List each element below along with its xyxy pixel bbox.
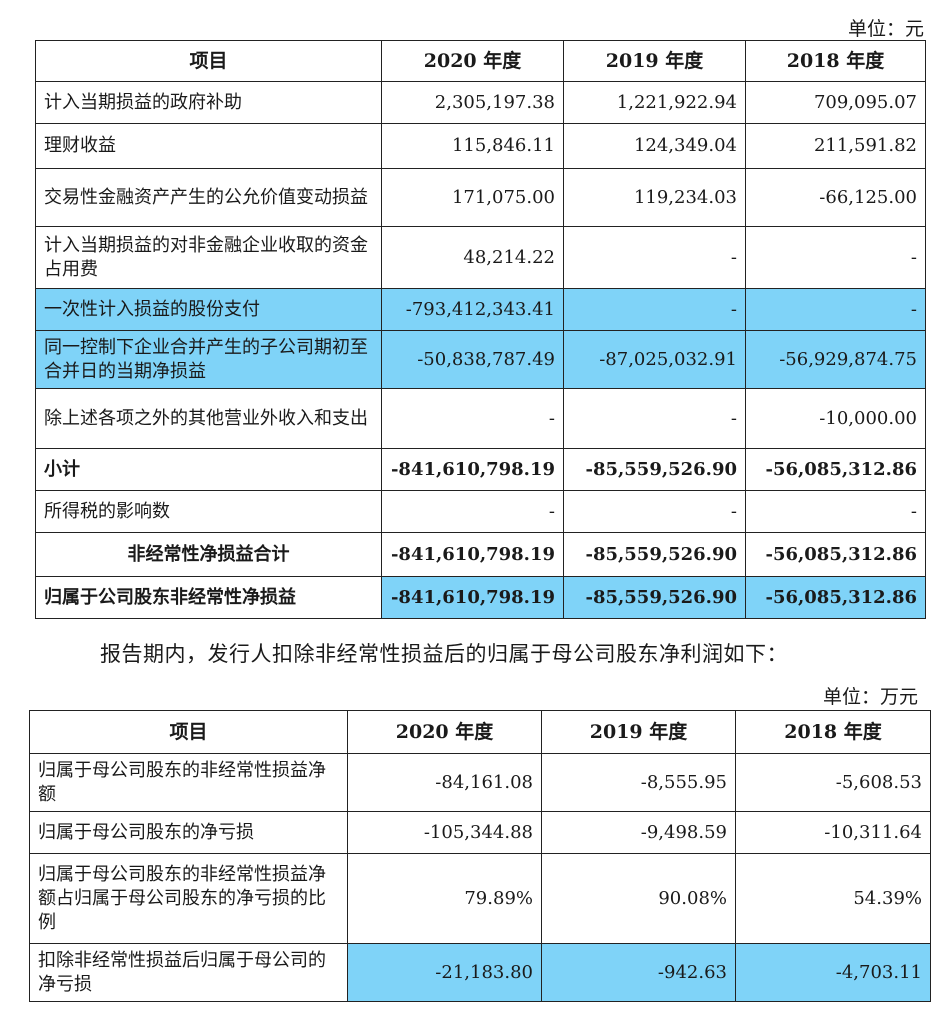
cell-2020: -841,610,798.19 <box>381 448 564 491</box>
header-2019: 2019 年度 <box>541 710 736 754</box>
cell-2019: 119,234.03 <box>563 168 746 227</box>
cell-2019: 124,349.04 <box>563 123 746 169</box>
row-label: 归属于母公司股东的非经常性损益净额占归属于母公司股东的净亏损的比例 <box>29 853 348 944</box>
table-row: 计入当期损益的政府补助 2,305,197.38 1,221,922.94 70… <box>35 81 926 124</box>
cell-2019: -85,559,526.90 <box>563 532 746 577</box>
cell-2020: -50,838,787.49 <box>381 330 564 389</box>
table-row-highlighted: 扣除非经常性损益后归属于母公司的净亏损 -21,183.80 -942.63 -… <box>29 943 931 1002</box>
cell-2018: -10,311.64 <box>735 811 931 854</box>
cell-2019: - <box>563 288 746 331</box>
table-row: 除上述各项之外的其他营业外收入和支出 - - -10,000.00 <box>35 388 926 449</box>
cell-2018: -56,085,312.86 <box>745 576 926 619</box>
row-label: 扣除非经常性损益后归属于母公司的净亏损 <box>29 943 348 1002</box>
header-item: 项目 <box>35 40 382 82</box>
header-2019: 2019 年度 <box>563 40 746 82</box>
cell-2019: - <box>563 388 746 449</box>
unit-label-wanyuan: 单位：万元 <box>822 686 918 708</box>
cell-2018: -56,085,312.86 <box>745 448 926 491</box>
row-label: 除上述各项之外的其他营业外收入和支出 <box>35 388 382 449</box>
table-row: 交易性金融资产产生的公允价值变动损益 171,075.00 119,234.03… <box>35 168 926 227</box>
header-2018: 2018 年度 <box>745 40 926 82</box>
cell-2019: -87,025,032.91 <box>563 330 746 389</box>
non-recurring-gains-table: 项目 2020 年度 2019 年度 2018 年度 计入当期损益的政府补助 2… <box>35 40 926 619</box>
row-label: 非经常性净损益合计 <box>35 532 382 577</box>
cell-2020: -84,161.08 <box>347 753 542 812</box>
row-label: 归属于母公司股东的净亏损 <box>29 811 348 854</box>
cell-2020: - <box>381 490 564 533</box>
table-header-row: 项目 2020 年度 2019 年度 2018 年度 <box>35 40 926 82</box>
row-label: 计入当期损益的对非金融企业收取的资金占用费 <box>35 226 382 289</box>
cell-2018: - <box>745 226 926 289</box>
header-2020: 2020 年度 <box>347 710 542 754</box>
cell-2020: -105,344.88 <box>347 811 542 854</box>
cell-2019: 1,221,922.94 <box>563 81 746 124</box>
cell-2018: - <box>745 490 926 533</box>
table-row: 理财收益 115,846.11 124,349.04 211,591.82 <box>35 123 926 169</box>
cell-2020: 48,214.22 <box>381 226 564 289</box>
cell-2019: -8,555.95 <box>541 753 736 812</box>
total-row: 非经常性净损益合计 -841,610,798.19 -85,559,526.90… <box>35 532 926 577</box>
cell-2020: 79.89% <box>347 853 542 944</box>
section-note: 报告期内，发行人扣除非经常性损益后的归属于母公司股东净利润如下： <box>100 642 788 666</box>
cell-2018: -56,085,312.86 <box>745 532 926 577</box>
header-2020: 2020 年度 <box>381 40 564 82</box>
row-label: 归属于母公司股东的非经常性损益净额 <box>29 753 348 812</box>
cell-2019: 90.08% <box>541 853 736 944</box>
row-label: 小计 <box>35 448 382 491</box>
table-row: 归属于母公司股东的净亏损 -105,344.88 -9,498.59 -10,3… <box>29 811 931 854</box>
row-label: 一次性计入损益的股份支付 <box>35 288 382 331</box>
row-label: 所得税的影响数 <box>35 490 382 533</box>
table-row: 计入当期损益的对非金融企业收取的资金占用费 48,214.22 - - <box>35 226 926 289</box>
net-loss-table: 项目 2020 年度 2019 年度 2018 年度 归属于母公司股东的非经常性… <box>29 710 931 1002</box>
cell-2018: -56,929,874.75 <box>745 330 926 389</box>
attributable-total-row: 归属于公司股东非经常性净损益 -841,610,798.19 -85,559,5… <box>35 576 926 619</box>
cell-2018: -5,608.53 <box>735 753 931 812</box>
cell-2019: - <box>563 490 746 533</box>
subtotal-row: 小计 -841,610,798.19 -85,559,526.90 -56,08… <box>35 448 926 491</box>
row-label: 交易性金融资产产生的公允价值变动损益 <box>35 168 382 227</box>
cell-2020: 115,846.11 <box>381 123 564 169</box>
cell-2020: 2,305,197.38 <box>381 81 564 124</box>
row-label: 同一控制下企业合并产生的子公司期初至合并日的当期净损益 <box>35 330 382 389</box>
cell-2018: -10,000.00 <box>745 388 926 449</box>
cell-2019: -942.63 <box>541 943 736 1002</box>
cell-2019: -85,559,526.90 <box>563 448 746 491</box>
cell-2019: - <box>563 226 746 289</box>
header-item: 项目 <box>29 710 348 754</box>
table-row-highlighted: 一次性计入损益的股份支付 -793,412,343.41 - - <box>35 288 926 331</box>
cell-2020: -793,412,343.41 <box>381 288 564 331</box>
cell-2020: -841,610,798.19 <box>381 532 564 577</box>
cell-2020: 171,075.00 <box>381 168 564 227</box>
cell-2020: -841,610,798.19 <box>381 576 564 619</box>
table-row: 归属于母公司股东的非经常性损益净额 -84,161.08 -8,555.95 -… <box>29 753 931 812</box>
row-label: 计入当期损益的政府补助 <box>35 81 382 124</box>
table-row: 归属于母公司股东的非经常性损益净额占归属于母公司股东的净亏损的比例 79.89%… <box>29 853 931 944</box>
table-row-highlighted: 同一控制下企业合并产生的子公司期初至合并日的当期净损益 -50,838,787.… <box>35 330 926 389</box>
table-row: 所得税的影响数 - - - <box>35 490 926 533</box>
cell-2018: -66,125.00 <box>745 168 926 227</box>
header-2018: 2018 年度 <box>735 710 931 754</box>
cell-2018: 54.39% <box>735 853 931 944</box>
cell-2018: -4,703.11 <box>735 943 931 1002</box>
cell-2018: 709,095.07 <box>745 81 926 124</box>
cell-2019: -9,498.59 <box>541 811 736 854</box>
cell-2020: -21,183.80 <box>347 943 542 1002</box>
cell-2018: 211,591.82 <box>745 123 926 169</box>
unit-label-yuan: 单位：元 <box>847 18 924 40</box>
cell-2019: -85,559,526.90 <box>563 576 746 619</box>
cell-2018: - <box>745 288 926 331</box>
row-label: 理财收益 <box>35 123 382 169</box>
row-label: 归属于公司股东非经常性净损益 <box>35 576 382 619</box>
cell-2020: - <box>381 388 564 449</box>
table-header-row: 项目 2020 年度 2019 年度 2018 年度 <box>29 710 931 754</box>
